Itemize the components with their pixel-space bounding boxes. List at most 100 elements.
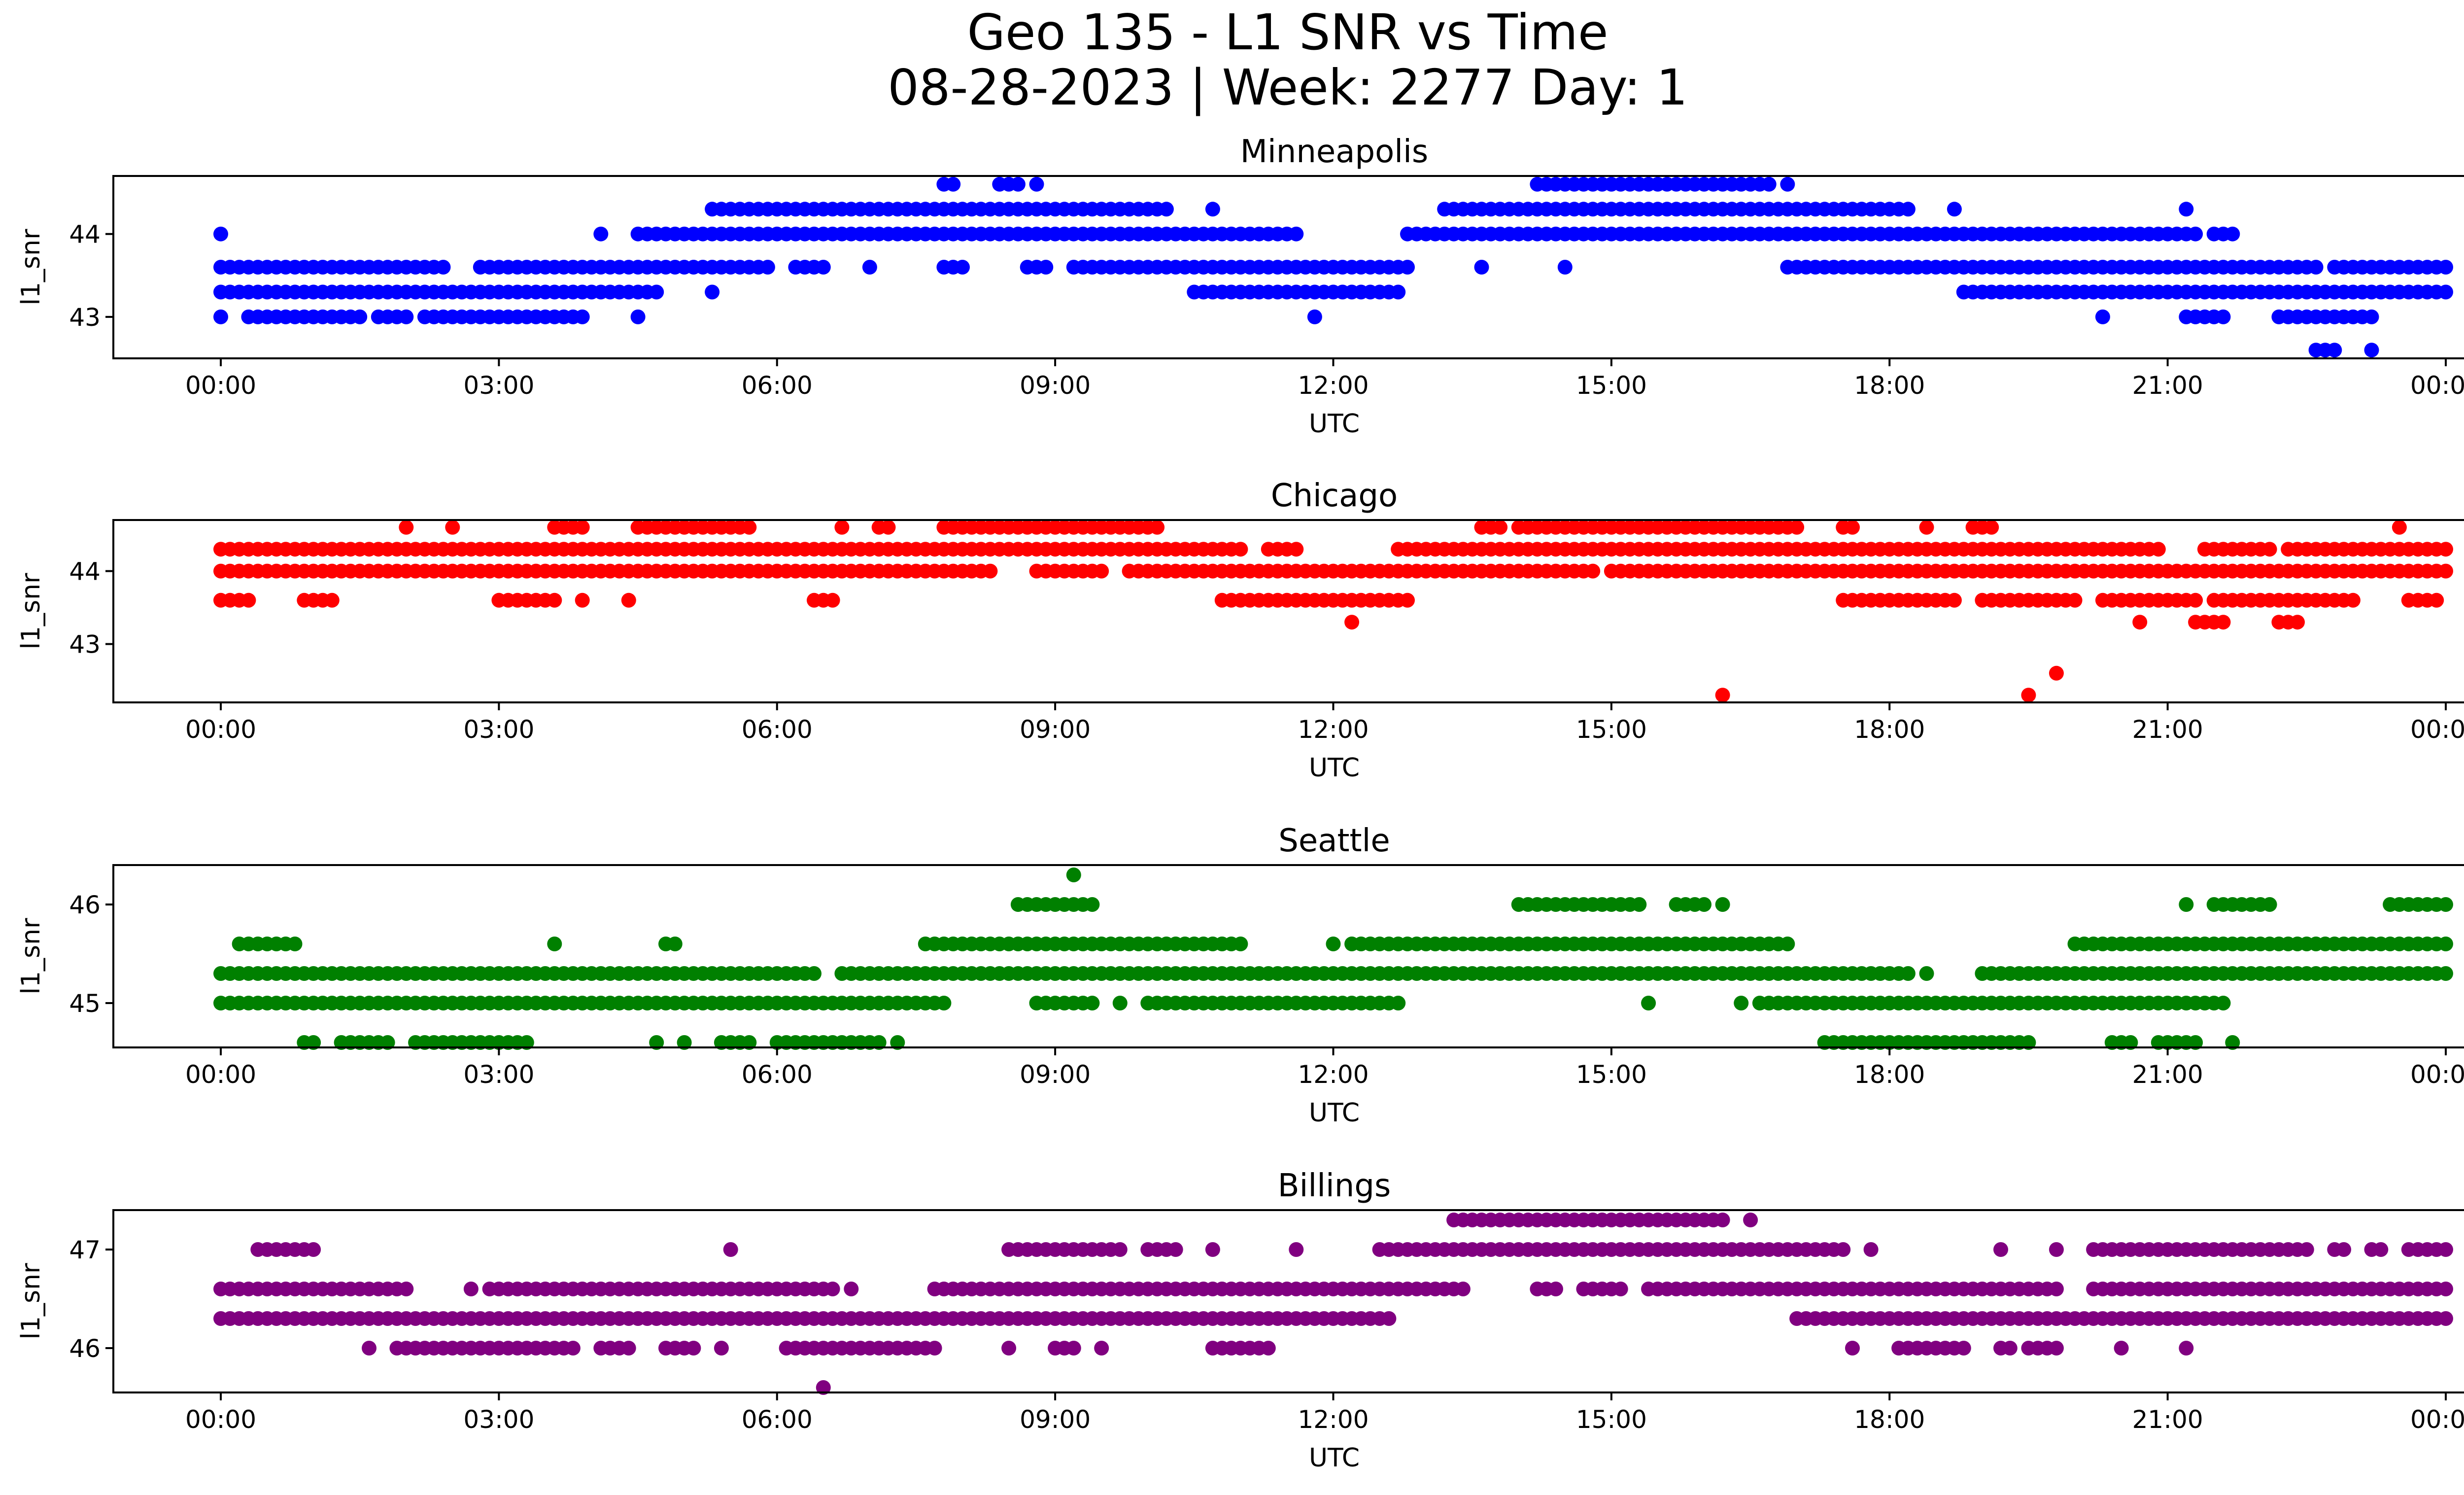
data-point	[1400, 592, 1415, 608]
data-point	[2049, 1242, 2064, 1257]
data-point	[1289, 226, 1304, 242]
x-tick-label: 06:00	[742, 1405, 813, 1434]
data-point	[983, 563, 998, 579]
x-axis-label: UTC	[1309, 753, 1360, 783]
data-point	[1112, 996, 1128, 1010]
data-point	[2290, 615, 2305, 630]
figure-title-line1: Geo 135 - L1 SNR vs Time	[967, 3, 1608, 61]
y-tick-label: 43	[69, 303, 101, 332]
y-tick-label: 44	[69, 557, 101, 586]
data-point	[621, 1341, 636, 1356]
x-tick-label: 18:00	[1854, 715, 1925, 744]
data-point	[352, 309, 368, 324]
data-point	[1845, 520, 1860, 535]
data-point	[1863, 1242, 1879, 1257]
x-tick-label: 21:00	[2132, 371, 2203, 400]
data-point	[575, 520, 590, 535]
data-point	[2188, 1035, 2203, 1050]
data-point	[2345, 592, 2361, 608]
data-points	[213, 868, 2453, 1050]
data-point	[2067, 592, 2083, 608]
data-point	[1984, 520, 1999, 535]
data-point	[1919, 520, 1934, 535]
x-tick-label: 18:00	[1854, 1060, 1925, 1089]
data-point	[1993, 1242, 2008, 1257]
y-tick-label: 44	[69, 220, 101, 249]
data-point	[1557, 260, 1573, 275]
data-point	[1734, 996, 1749, 1010]
x-axis-label: UTC	[1309, 409, 1360, 439]
data-point	[1715, 1213, 1730, 1227]
data-point	[2114, 1341, 2129, 1356]
data-point	[1038, 260, 1054, 275]
x-tick-label: 12:00	[1298, 371, 1369, 400]
data-point	[825, 1282, 840, 1296]
data-point	[816, 260, 831, 275]
x-tick-label: 00:00	[2410, 1405, 2464, 1434]
data-point	[2216, 309, 2231, 324]
data-point	[1391, 284, 1406, 300]
data-point	[2049, 665, 2064, 681]
data-point	[2327, 343, 2342, 358]
data-point	[241, 592, 256, 608]
x-tick-label: 06:00	[742, 1060, 813, 1089]
data-point	[742, 520, 757, 535]
x-tick-label: 00:00	[2410, 1060, 2464, 1089]
data-point	[2095, 309, 2110, 324]
data-point	[2364, 309, 2379, 324]
data-point	[1947, 202, 1962, 217]
data-point	[1233, 542, 1248, 557]
data-point	[2262, 542, 2277, 557]
data-point	[816, 1380, 831, 1395]
data-points	[213, 1213, 2453, 1395]
x-tick-label: 15:00	[1576, 1405, 1647, 1434]
x-tick-label: 15:00	[1576, 715, 1647, 744]
data-point	[667, 937, 683, 951]
x-tick-label: 21:00	[2132, 1060, 2203, 1089]
data-point	[1112, 1242, 1128, 1257]
data-point	[2438, 966, 2453, 981]
data-point	[1789, 520, 1805, 535]
axes-frame	[112, 1209, 2464, 1393]
data-point	[1474, 260, 1489, 275]
data-point	[1029, 176, 1044, 192]
data-point	[742, 1035, 757, 1050]
data-point	[2438, 937, 2453, 951]
data-point	[362, 1341, 376, 1356]
data-point	[1836, 1242, 1851, 1257]
data-point	[2438, 284, 2453, 300]
data-point	[621, 592, 636, 608]
x-tick-label: 00:00	[2410, 715, 2464, 744]
subplots: Minneapolis 00:00 03:00 06:00 09:00 12:00 15:0…	[16, 134, 2464, 1473]
data-point	[1205, 1242, 1220, 1257]
subplot-billings: Billings 00:00 03:00 06:00 09:00 12:00 15:00 18…	[16, 1168, 2464, 1473]
data-point	[213, 226, 228, 242]
data-points	[213, 176, 2453, 358]
y-tick-label: 45	[69, 989, 101, 1018]
x-tick-label: 18:00	[1854, 1405, 1925, 1434]
data-point	[2049, 1282, 2064, 1296]
x-tick-label: 03:00	[463, 715, 534, 744]
subplot-title: Billings	[1278, 1168, 1391, 1204]
x-tick-label: 18:00	[1854, 371, 1925, 400]
data-point	[825, 592, 840, 608]
data-point	[2364, 343, 2379, 358]
data-point	[2216, 996, 2231, 1010]
axes-frame	[112, 864, 2464, 1048]
data-point	[890, 1035, 905, 1050]
data-point	[1845, 1341, 1860, 1356]
data-points	[213, 520, 2453, 703]
x-tick-label: 12:00	[1298, 1060, 1369, 1089]
data-point	[2308, 260, 2324, 275]
subplot-chicago: Chicago 00:00 03:00 06:00 09:00 12:00 15:00 18:…	[16, 478, 2464, 783]
data-point	[1956, 1341, 1971, 1356]
x-tick-label: 15:00	[1576, 371, 1647, 400]
data-point	[1400, 260, 1415, 275]
data-point	[807, 966, 821, 981]
data-point	[2438, 1242, 2453, 1257]
data-point	[1326, 937, 1341, 951]
data-point	[463, 1282, 479, 1296]
data-point	[1261, 1341, 1276, 1356]
data-point	[2438, 563, 2453, 579]
data-point	[2179, 897, 2194, 912]
